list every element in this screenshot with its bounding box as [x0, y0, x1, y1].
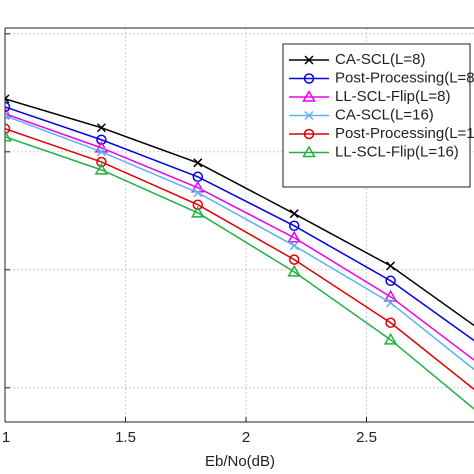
data-point: [193, 158, 203, 168]
x-tick-label: 1: [2, 429, 10, 446]
legend-label: LL-SCL-Flip(L=16): [335, 143, 459, 160]
data-point: [193, 188, 203, 198]
x-tick-label: 2.5: [356, 429, 377, 446]
series-line: [5, 127, 474, 391]
legend-label: CA-SCL(L=16): [335, 106, 434, 123]
series-line: [5, 115, 474, 371]
data-point: [287, 264, 302, 277]
data-point: [5, 101, 11, 113]
data-point: [192, 199, 204, 210]
data-point: [96, 156, 107, 168]
series-line: [5, 113, 474, 361]
data-point: [96, 123, 106, 133]
data-point: [96, 134, 107, 146]
data-point: [5, 111, 10, 121]
data-point: [96, 147, 106, 157]
data-point: [288, 254, 300, 265]
series-line: [5, 136, 474, 410]
series-line: [5, 98, 474, 327]
x-axis-label: Eb/No(dB): [205, 453, 275, 470]
data-point: [383, 289, 398, 302]
data-point: [288, 220, 300, 232]
legend-label: Post-Processing(L=8): [335, 69, 474, 86]
data-point: [5, 129, 12, 142]
data-point: [289, 241, 299, 251]
legend-marker: [302, 145, 316, 158]
series-line: [5, 106, 474, 342]
legend-label: CA-SCL(L=8): [335, 51, 425, 68]
data-point: [383, 332, 398, 345]
plot-area: [5, 94, 474, 410]
data-point: [5, 94, 10, 104]
data-point: [94, 162, 109, 175]
data-point: [386, 261, 396, 271]
legend-label: LL-SCL-Flip(L=8): [335, 88, 450, 105]
data-point: [191, 205, 205, 218]
legend-marker: [303, 73, 315, 84]
data-point: [287, 230, 302, 243]
data-point: [386, 298, 396, 308]
legend-marker: [302, 90, 316, 102]
data-point: [385, 275, 396, 287]
legend-label: Post-Processing(L=16): [335, 125, 474, 142]
data-point: [385, 317, 396, 328]
data-point: [289, 209, 299, 219]
legend-marker: [303, 128, 315, 140]
legend-marker: [304, 55, 314, 65]
x-tick-label: 1.5: [115, 429, 136, 446]
x-tick-label: 2: [242, 429, 250, 446]
legend-marker: [304, 110, 314, 121]
data-point: [5, 123, 11, 134]
